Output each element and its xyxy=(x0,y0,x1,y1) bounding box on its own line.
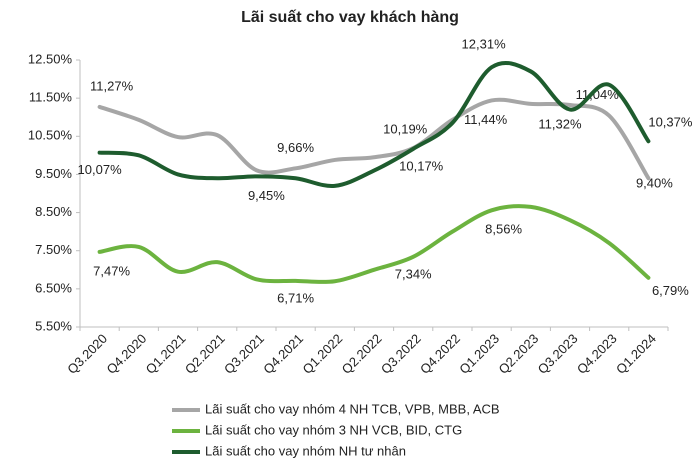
y-tick-label: 7.50% xyxy=(35,242,72,257)
data-label: 7,34% xyxy=(395,266,432,281)
x-tick-label: Q3.2023 xyxy=(535,331,581,377)
x-tick-label: Q1.2024 xyxy=(613,331,659,377)
y-tick-label: 5.50% xyxy=(35,318,72,333)
x-tick-label: Q4.2023 xyxy=(574,331,620,377)
x-tick-label: Q3.2020 xyxy=(64,331,110,377)
data-label: 10,17% xyxy=(399,158,444,173)
legend-label: Lãi suất cho vay nhóm 4 NH TCB, VPB, MBB… xyxy=(205,401,500,416)
x-tick-label: Q4.2022 xyxy=(417,331,463,377)
data-label: 12,31% xyxy=(462,37,507,52)
data-label: 11,44% xyxy=(464,112,508,127)
data-label: 11,27% xyxy=(90,78,134,93)
data-label: 10,37% xyxy=(648,115,693,130)
y-tick-label: 11.50% xyxy=(29,90,73,105)
data-label: 9,66% xyxy=(277,140,314,155)
y-tick-label: 8.50% xyxy=(35,204,72,219)
data-label: 9,45% xyxy=(248,188,285,203)
x-tick-label: Q2.2021 xyxy=(182,331,228,377)
x-tick-label: Q3.2022 xyxy=(378,331,424,377)
y-tick-label: 6.50% xyxy=(35,280,72,295)
y-tick-label: 9.50% xyxy=(35,166,72,181)
x-tick-label: Q2.2023 xyxy=(495,331,541,377)
data-label: 9,40% xyxy=(636,176,673,191)
legend-label: Lãi suất cho vay nhóm 3 NH VCB, BID, CTG xyxy=(205,422,462,437)
x-tick-label: Q1.2023 xyxy=(456,331,502,377)
x-tick-label: Q1.2021 xyxy=(143,331,189,377)
data-label: 8,56% xyxy=(485,222,522,237)
x-tick-label: Q1.2022 xyxy=(299,331,345,377)
y-tick-label: 10.50% xyxy=(28,128,73,143)
data-label: 10,19% xyxy=(383,122,428,137)
data-label: 10,07% xyxy=(78,162,123,177)
x-tick-label: Q4.2020 xyxy=(103,331,149,377)
y-tick-label: 12.50% xyxy=(28,51,73,66)
x-tick-label: Q4.2021 xyxy=(260,331,306,377)
data-label: 7,47% xyxy=(93,263,130,278)
series-line xyxy=(97,97,651,181)
series-line xyxy=(97,60,651,188)
chart-title: Lãi suất cho vay khách hàng xyxy=(241,9,459,26)
data-label: 6,71% xyxy=(277,290,314,305)
data-label: 11,32% xyxy=(538,116,582,131)
legend-label: Lãi suất cho vay nhóm NH tư nhân xyxy=(205,443,406,458)
data-label: 6,79% xyxy=(652,283,689,298)
series-line xyxy=(97,204,651,285)
x-tick-label: Q2.2022 xyxy=(339,331,385,377)
x-tick-label: Q3.2021 xyxy=(221,331,267,377)
